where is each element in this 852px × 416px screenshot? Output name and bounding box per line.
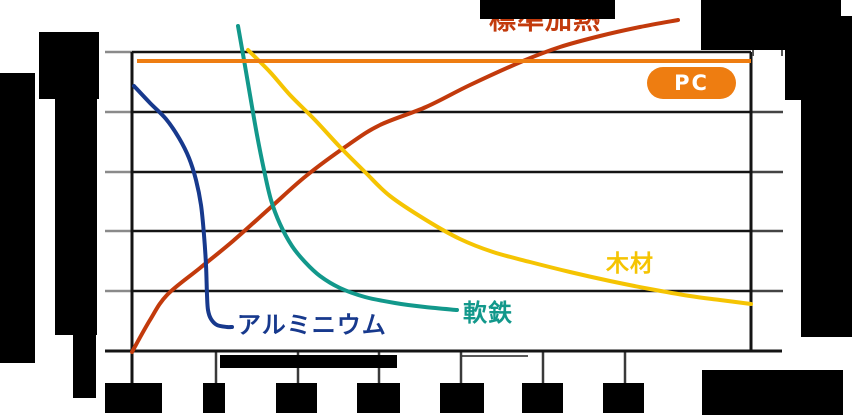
pc-badge: PC	[647, 67, 736, 99]
redaction-box	[785, 16, 852, 100]
redaction-box	[39, 32, 99, 99]
redaction-box	[73, 335, 96, 398]
series-label-soft-iron: 軟鉄	[463, 299, 513, 327]
curve-soft-iron	[236, 24, 459, 312]
curve-aluminium	[132, 84, 234, 330]
redaction-box	[801, 100, 852, 337]
pc-badge-text: PC	[674, 71, 709, 95]
redaction-box	[603, 383, 644, 413]
series-label-wood: 木材	[606, 251, 654, 277]
redaction-box	[522, 383, 563, 413]
redaction-box	[357, 383, 400, 413]
redaction-box	[203, 383, 225, 413]
curve-standard-heating	[130, 18, 680, 354]
redaction-box	[480, 0, 615, 19]
redaction-box	[440, 383, 484, 413]
series-label-aluminium: アルミニウム	[237, 311, 387, 339]
redaction-box	[220, 355, 397, 368]
redaction-box	[276, 383, 317, 413]
curve-wood	[246, 48, 753, 306]
redaction-box	[105, 383, 162, 413]
redaction-box	[0, 73, 35, 363]
redaction-box	[55, 99, 97, 335]
redaction-box	[702, 370, 843, 415]
